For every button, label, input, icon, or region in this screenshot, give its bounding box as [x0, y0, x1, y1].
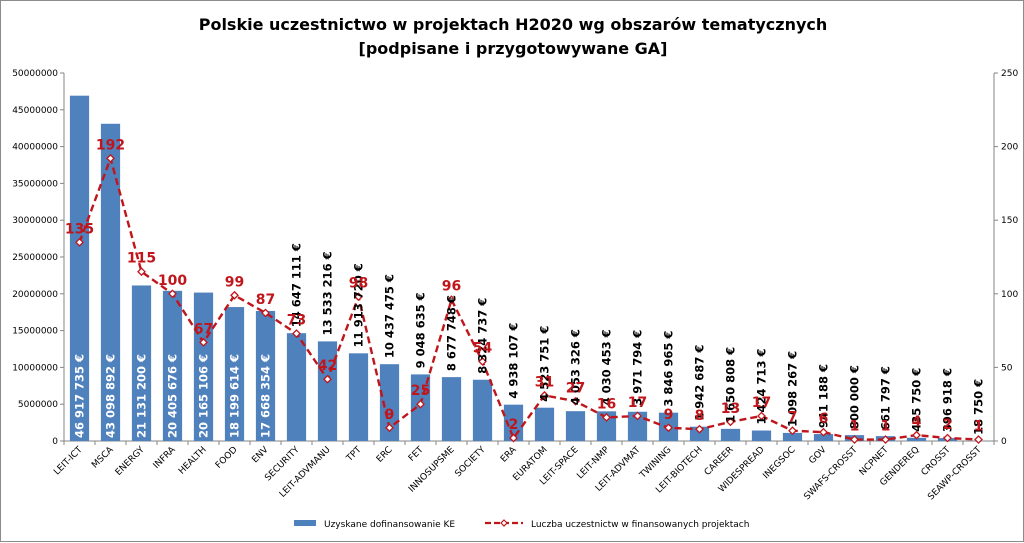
bar-leit-advmanu	[318, 341, 337, 441]
bar-value-label: 13 533 216 €	[321, 251, 335, 335]
legend-bar-label: Uzyskane dofinansowanie KE	[324, 520, 455, 530]
y-left-tick-label: 30000000	[12, 216, 58, 226]
bar-value-label: 9 048 635 €	[414, 292, 428, 368]
bar-value-label: 17 668 354 €	[259, 354, 273, 438]
line-value-label: 98	[349, 276, 368, 292]
bar-value-label: 1 424 713 €	[755, 348, 769, 424]
line-value-label: 135	[65, 221, 94, 237]
line-value-label: 192	[96, 137, 125, 153]
line-value-label: 27	[566, 380, 585, 396]
y-right-tick-label: 150	[1001, 216, 1018, 226]
line-value-label: 115	[127, 251, 156, 267]
y-left-tick-label: 10000000	[12, 363, 58, 373]
line-value-label: 1	[850, 419, 860, 435]
bar-tpt	[349, 353, 368, 441]
line-value-label: 25	[411, 383, 430, 399]
line-value-label: 54	[473, 341, 493, 357]
line-value-label: 42	[318, 358, 337, 374]
category-label: INFRA	[152, 444, 178, 470]
line-value-label: 73	[287, 313, 306, 329]
bar-value-label: 43 098 892 €	[104, 354, 118, 438]
y-right-tick-label: 100	[1001, 290, 1018, 300]
y-right-tick-label: 250	[1001, 69, 1018, 79]
y-right-tick-label: 0	[1001, 437, 1007, 447]
line-value-label: 13	[721, 401, 740, 417]
line-value-label: 1	[881, 419, 891, 435]
line-point-seawp-crosst	[975, 436, 982, 443]
y-left-tick-label: 25000000	[12, 253, 58, 263]
category-label: FET	[407, 445, 426, 464]
category-label: LEIT-ICT	[52, 445, 85, 478]
category-label: ENERGY	[114, 445, 147, 478]
bar-value-label: 10 437 475 €	[383, 274, 397, 358]
bar-widespread	[752, 431, 771, 441]
line-value-label: 17	[628, 395, 647, 411]
category-label: SWAFS-CROSST	[802, 445, 859, 502]
bar-value-label: 4 030 453 €	[600, 329, 614, 405]
line-value-label: 96	[442, 279, 461, 295]
bar-value-label: 20 405 676 €	[166, 354, 180, 438]
line-value-label: 8	[695, 408, 705, 424]
bar-value-label: 8 324 737 €	[476, 298, 490, 374]
legend-line-marker	[501, 520, 507, 526]
line-value-label: 17	[752, 395, 771, 411]
y-left-tick-label: 15000000	[12, 327, 58, 337]
chart-title: Polskie uczestnictwo w projektach H2020 …	[199, 15, 828, 34]
line-value-label: 2	[943, 417, 953, 433]
category-label: FOOD	[214, 445, 240, 471]
line-value-label: 1	[974, 419, 984, 435]
chart-subtitle: [podpisane i przygotowywane GA]	[359, 39, 668, 58]
line-value-label: 7	[788, 410, 798, 426]
line-value-label: 9	[664, 407, 674, 423]
bar-innosupsme	[442, 377, 461, 441]
category-label: INEGSOC	[761, 445, 797, 481]
y-left-tick-label: 45000000	[12, 106, 58, 116]
line-value-label: 4	[912, 414, 922, 430]
category-label: TPT	[344, 445, 364, 465]
y-right-tick-label: 50	[1001, 363, 1013, 373]
legend: Uzyskane dofinansowanie KE Luczba uczest…	[294, 520, 749, 530]
category-label: SEAWP-CROSST	[926, 445, 984, 503]
legend-line-label: Luczba uczestnictw w finansowanych proje…	[531, 520, 749, 530]
line-series	[80, 158, 979, 439]
bar-value-label: 46 917 735 €	[73, 354, 87, 438]
y-left-tick-label: 0	[52, 437, 58, 447]
y-left-tick-label: 5000000	[18, 400, 58, 410]
bar-career	[721, 429, 740, 441]
y-left-tick-label: 40000000	[12, 143, 58, 153]
legend-bar-swatch	[294, 520, 316, 526]
bar-value-label: 20 165 106 €	[197, 354, 211, 438]
y-right-tick-label: 200	[1001, 143, 1018, 153]
bar-euratom	[535, 408, 554, 441]
line-value-label: 87	[256, 292, 275, 308]
category-label: ERC	[375, 445, 395, 465]
bar-value-label: 18 199 614 €	[228, 354, 242, 438]
bar-value-label: 8 677 748 €	[445, 295, 459, 371]
bar-value-label: 4 938 107 €	[507, 323, 521, 399]
bar-security	[287, 333, 306, 441]
line-value-label: 31	[535, 374, 554, 390]
category-label: HEALTH	[177, 445, 209, 477]
y-left-tick-label: 20000000	[12, 290, 58, 300]
bar-value-label: 3 846 965 €	[662, 331, 676, 407]
line-value-label: 16	[597, 396, 616, 412]
bar-society	[473, 380, 492, 441]
category-label: ERA	[499, 444, 519, 464]
bar-leit-space	[566, 411, 585, 441]
line-value-label: 9	[385, 407, 395, 423]
y-left-tick-label: 50000000	[12, 69, 58, 79]
category-label: GOV	[807, 444, 829, 466]
category-label: SOCIETY	[453, 445, 488, 480]
line-value-label: 6	[819, 411, 829, 427]
y-left-tick-label: 35000000	[12, 179, 58, 189]
category-label: ENV	[250, 444, 271, 465]
line-value-label: 67	[194, 321, 213, 337]
line-value-label: 2	[509, 417, 519, 433]
line-value-label: 100	[158, 273, 187, 289]
bar-value-label: 21 131 200 €	[135, 354, 149, 438]
category-label: MSCA	[90, 444, 116, 470]
line-value-label: 99	[225, 274, 244, 290]
